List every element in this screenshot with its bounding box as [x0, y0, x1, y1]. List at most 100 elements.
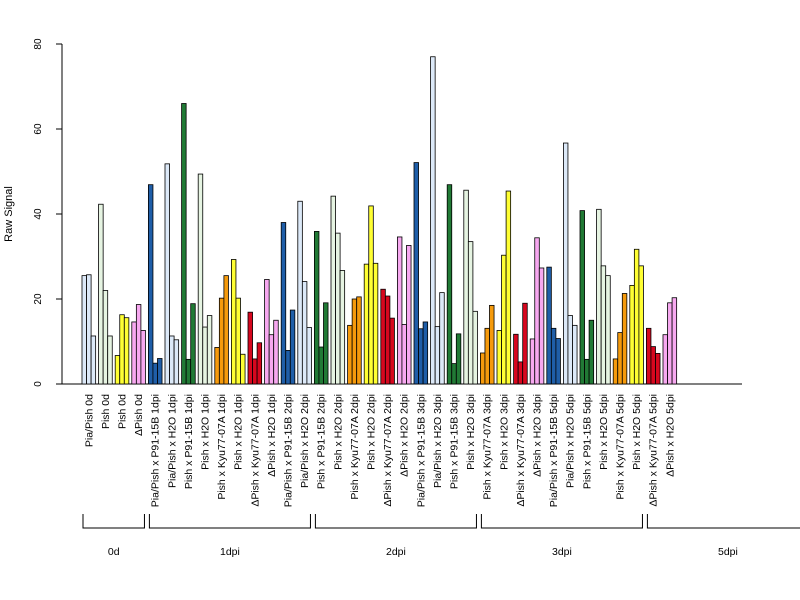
- bar: [181, 103, 187, 385]
- bar: [173, 339, 180, 385]
- bar: [555, 338, 561, 385]
- bar: [363, 263, 370, 385]
- bar: [617, 332, 623, 385]
- bar: [185, 358, 192, 385]
- bar: [451, 363, 457, 385]
- bar: [479, 352, 486, 385]
- bar: [389, 317, 395, 385]
- bar: [546, 266, 552, 385]
- x-tick-label: Pish x H2O 3dpi: [498, 394, 510, 470]
- bar: [323, 302, 329, 385]
- x-tick-label: ΔPish x H2O 3dpi: [532, 394, 544, 477]
- bar: [235, 297, 241, 385]
- bar: [351, 298, 358, 385]
- bar: [190, 303, 196, 385]
- bar: [164, 163, 170, 385]
- bar: [484, 327, 490, 385]
- x-tick-label: Pish x Kyu77-07A 5dpi: [615, 394, 627, 500]
- x-tick-label: ΔPish x H2O 1dpi: [266, 394, 278, 477]
- bar: [572, 324, 578, 385]
- x-tick-label: Pish x Kyu77-07A 3dpi: [482, 394, 494, 500]
- bar: [384, 295, 391, 385]
- x-tick-label: Pish 0d: [117, 394, 129, 429]
- bar: [157, 358, 163, 385]
- bar: [434, 326, 441, 385]
- bar: [629, 284, 635, 385]
- bar: [401, 324, 407, 385]
- bar: [318, 346, 324, 385]
- x-tick-label: Pish x H2O 5dpi: [631, 394, 643, 470]
- bar: [534, 237, 540, 385]
- x-tick-label: Pish x H2O 1dpi: [233, 394, 245, 470]
- bar: [563, 142, 569, 385]
- y-tick-label: 80: [33, 38, 44, 50]
- group-label: 0d: [108, 546, 120, 558]
- bar: [501, 254, 507, 385]
- bar: [596, 208, 602, 385]
- y-tick-label: 40: [33, 208, 44, 220]
- bar: [655, 352, 661, 385]
- x-tick-label: Pia/Pish x H2O 5dpi: [565, 394, 577, 488]
- bar: [223, 275, 229, 385]
- x-tick-label: ΔPish x Kyu77-07A 3dpi: [515, 394, 527, 507]
- bar: [529, 338, 536, 385]
- bar: [522, 302, 528, 385]
- bar: [169, 335, 175, 385]
- bar: [646, 327, 652, 385]
- group-bracket: [82, 514, 145, 529]
- bar: [86, 274, 92, 385]
- group-label: 3dpi: [552, 546, 572, 558]
- x-tick-label: Pish x H2O 1dpi: [200, 394, 212, 470]
- bar: [268, 334, 275, 385]
- bar: [550, 327, 557, 385]
- x-tick-label: ΔPish x Kyu77-07A 1dpi: [249, 394, 261, 507]
- bar: [455, 333, 462, 385]
- bar: [135, 304, 142, 385]
- bar: [463, 189, 469, 385]
- bar: [396, 236, 403, 385]
- bar: [467, 241, 474, 385]
- bar: [240, 353, 246, 385]
- bar: [430, 56, 436, 385]
- x-tick-label: ΔPish 0d: [133, 394, 145, 436]
- bar: [406, 245, 412, 385]
- x-tick-label: Pia/Pish x H2O 1dpi: [166, 394, 178, 488]
- group-label: 5dpi: [718, 546, 738, 558]
- bar: [81, 275, 87, 385]
- bar: [339, 270, 346, 385]
- x-tick-label: Pish x H2O 3dpi: [465, 394, 477, 470]
- bar: [289, 309, 296, 385]
- y-tick-label: 0: [33, 381, 44, 387]
- bar: [538, 267, 545, 385]
- x-tick-label: ΔPish x Kyu77-07A 5dpi: [648, 394, 660, 507]
- bar: [273, 319, 279, 385]
- bar: [612, 358, 619, 385]
- x-tick-label: Pish x H2O 2dpi: [332, 394, 344, 470]
- bar: [347, 324, 353, 385]
- bar: [297, 200, 303, 385]
- x-tick-label: Pia/Pish x P91-15B 1dpi: [150, 394, 162, 507]
- bar: [446, 184, 453, 385]
- bar: [662, 334, 668, 385]
- x-tick-label: ΔPish x H2O 5dpi: [664, 394, 676, 477]
- bar: [313, 231, 320, 385]
- bar: [202, 326, 208, 385]
- y-axis-label: Raw Signal: [3, 186, 15, 242]
- bar: [107, 335, 113, 385]
- group-label: 1dpi: [220, 546, 240, 558]
- bar: [368, 205, 374, 385]
- bar: [140, 330, 146, 385]
- y-tick-label: 20: [33, 293, 44, 305]
- bar: [638, 265, 644, 385]
- bar: [517, 361, 524, 385]
- bar: [102, 290, 109, 385]
- bar: [633, 248, 640, 385]
- bar: [588, 319, 595, 385]
- bar: [247, 311, 253, 385]
- group-bracket: [314, 514, 477, 529]
- bar: [513, 333, 519, 385]
- x-tick-label: Pia/Pish x H2O 3dpi: [432, 394, 444, 488]
- x-tick-label: Pish x H2O 5dpi: [598, 394, 610, 470]
- x-tick-label: Pia/Pish x P91-15B 2dpi: [283, 394, 295, 507]
- bar: [152, 362, 158, 385]
